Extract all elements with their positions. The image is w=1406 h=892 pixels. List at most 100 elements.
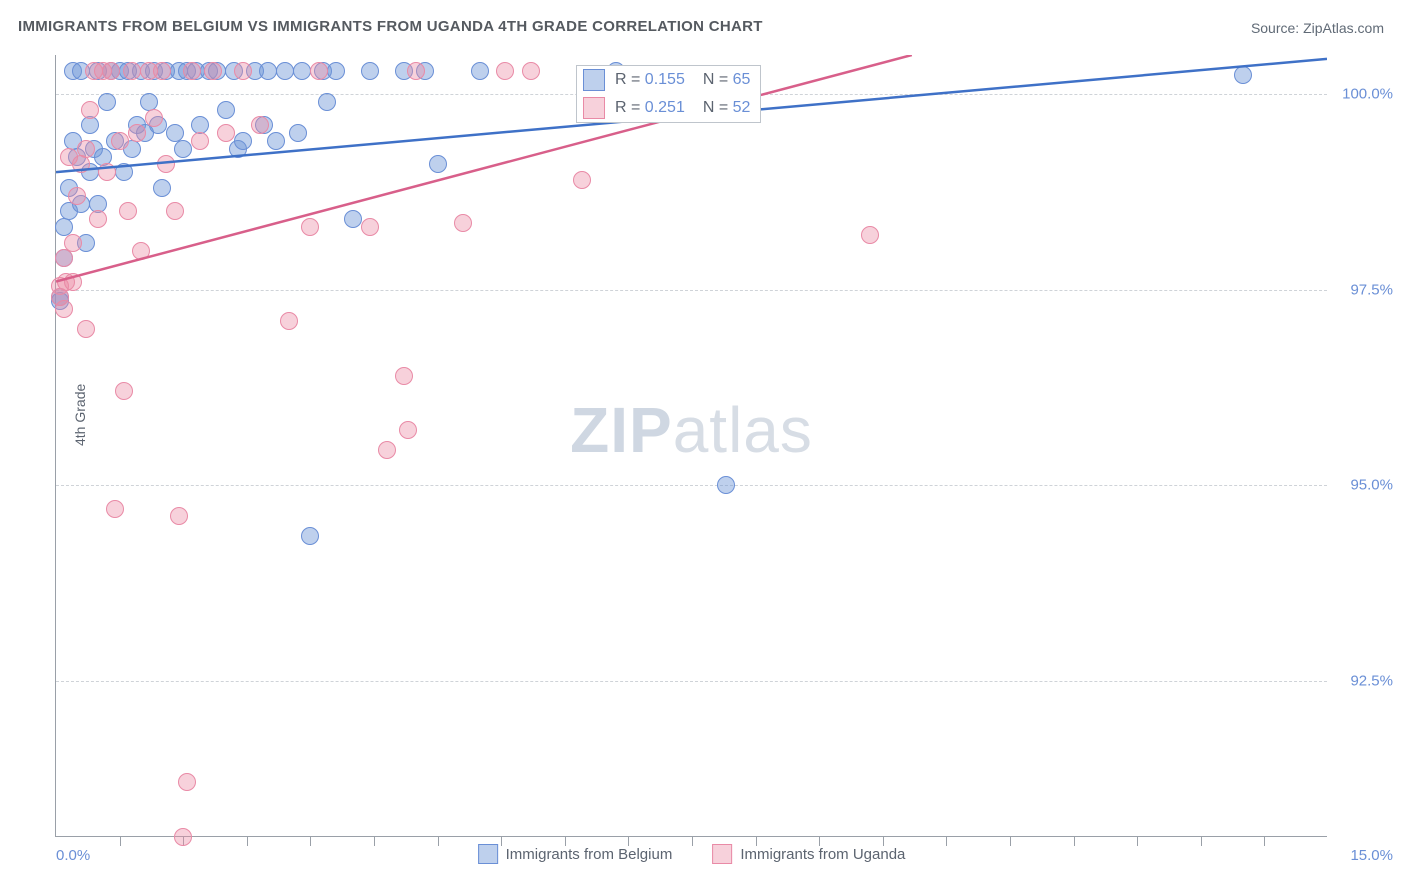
data-point (251, 116, 269, 134)
y-tick-label: 92.5% (1350, 672, 1393, 689)
data-point (81, 101, 99, 119)
data-point (344, 210, 362, 228)
data-point (378, 441, 396, 459)
data-point (178, 773, 196, 791)
data-point (522, 62, 540, 80)
legend-item: Immigrants from Belgium (478, 844, 673, 864)
gridline (56, 681, 1327, 682)
data-point (132, 242, 150, 260)
data-point (102, 62, 120, 80)
data-point (166, 202, 184, 220)
data-point (234, 132, 252, 150)
data-point (55, 249, 73, 267)
legend-label: Immigrants from Uganda (740, 846, 905, 863)
data-point (111, 132, 129, 150)
data-point (361, 218, 379, 236)
data-point (496, 62, 514, 80)
data-point (327, 62, 345, 80)
x-tick (946, 836, 947, 846)
data-point (301, 218, 319, 236)
data-point (234, 62, 252, 80)
data-point (55, 300, 73, 318)
legend-swatch (478, 844, 498, 864)
data-point (429, 155, 447, 173)
legend-item: Immigrants from Uganda (712, 844, 905, 864)
data-point (89, 210, 107, 228)
data-point (98, 93, 116, 111)
plot-area: 4th Grade ZIPatlas 92.5%95.0%97.5%100.0%… (55, 55, 1327, 837)
x-axis-min-label: 0.0% (56, 847, 90, 864)
legend-swatch (712, 844, 732, 864)
chart-title: IMMIGRANTS FROM BELGIUM VS IMMIGRANTS FR… (18, 18, 763, 35)
data-point (276, 62, 294, 80)
y-tick-label: 95.0% (1350, 477, 1393, 494)
data-point (153, 179, 171, 197)
data-point (68, 187, 86, 205)
trend-lines (56, 55, 1327, 836)
legend-label: Immigrants from Belgium (506, 846, 673, 863)
data-point (183, 62, 201, 80)
stats-box: R = 0.155N = 65 R = 0.251N = 52 (576, 65, 761, 123)
data-point (119, 202, 137, 220)
data-point (77, 140, 95, 158)
data-point (64, 273, 82, 291)
data-point (259, 62, 277, 80)
data-point (407, 62, 425, 80)
data-point (191, 132, 209, 150)
data-point (573, 171, 591, 189)
gridline (56, 485, 1327, 486)
stats-text: R = 0.155N = 65 (615, 71, 750, 89)
x-tick (1010, 836, 1011, 846)
data-point (174, 828, 192, 846)
data-point (454, 214, 472, 232)
data-point (115, 163, 133, 181)
y-tick-label: 97.5% (1350, 281, 1393, 298)
data-point (204, 62, 222, 80)
stats-text: R = 0.251N = 52 (615, 99, 750, 117)
data-point (81, 116, 99, 134)
data-point (318, 93, 336, 111)
data-point (310, 62, 328, 80)
data-point (123, 62, 141, 80)
stats-row: R = 0.155N = 65 (577, 66, 760, 94)
data-point (106, 500, 124, 518)
data-point (361, 62, 379, 80)
data-point (280, 312, 298, 330)
data-point (217, 101, 235, 119)
watermark: ZIPatlas (570, 393, 813, 467)
data-point (395, 367, 413, 385)
data-point (267, 132, 285, 150)
x-tick (1074, 836, 1075, 846)
data-point (77, 320, 95, 338)
data-point (217, 124, 235, 142)
data-point (128, 124, 146, 142)
data-point (170, 507, 188, 525)
x-tick (438, 836, 439, 846)
x-tick (1264, 836, 1265, 846)
data-point (289, 124, 307, 142)
source-label: Source: ZipAtlas.com (1251, 20, 1384, 36)
data-point (98, 163, 116, 181)
series-swatch (583, 69, 605, 91)
data-point (1234, 66, 1252, 84)
y-tick-label: 100.0% (1342, 86, 1393, 103)
data-point (861, 226, 879, 244)
watermark-bold: ZIP (570, 394, 673, 466)
x-tick (310, 836, 311, 846)
x-tick (247, 836, 248, 846)
data-point (471, 62, 489, 80)
data-point (301, 527, 319, 545)
x-axis-max-label: 15.0% (1350, 847, 1393, 864)
y-axis-title: 4th Grade (72, 383, 88, 445)
data-point (174, 140, 192, 158)
data-point (717, 476, 735, 494)
stats-row: R = 0.251N = 52 (577, 94, 760, 122)
bottom-legend: Immigrants from Belgium Immigrants from U… (478, 844, 906, 864)
data-point (399, 421, 417, 439)
watermark-rest: atlas (673, 394, 813, 466)
trend-line (56, 55, 912, 281)
data-point (115, 382, 133, 400)
data-point (157, 155, 175, 173)
x-tick (1201, 836, 1202, 846)
data-point (293, 62, 311, 80)
